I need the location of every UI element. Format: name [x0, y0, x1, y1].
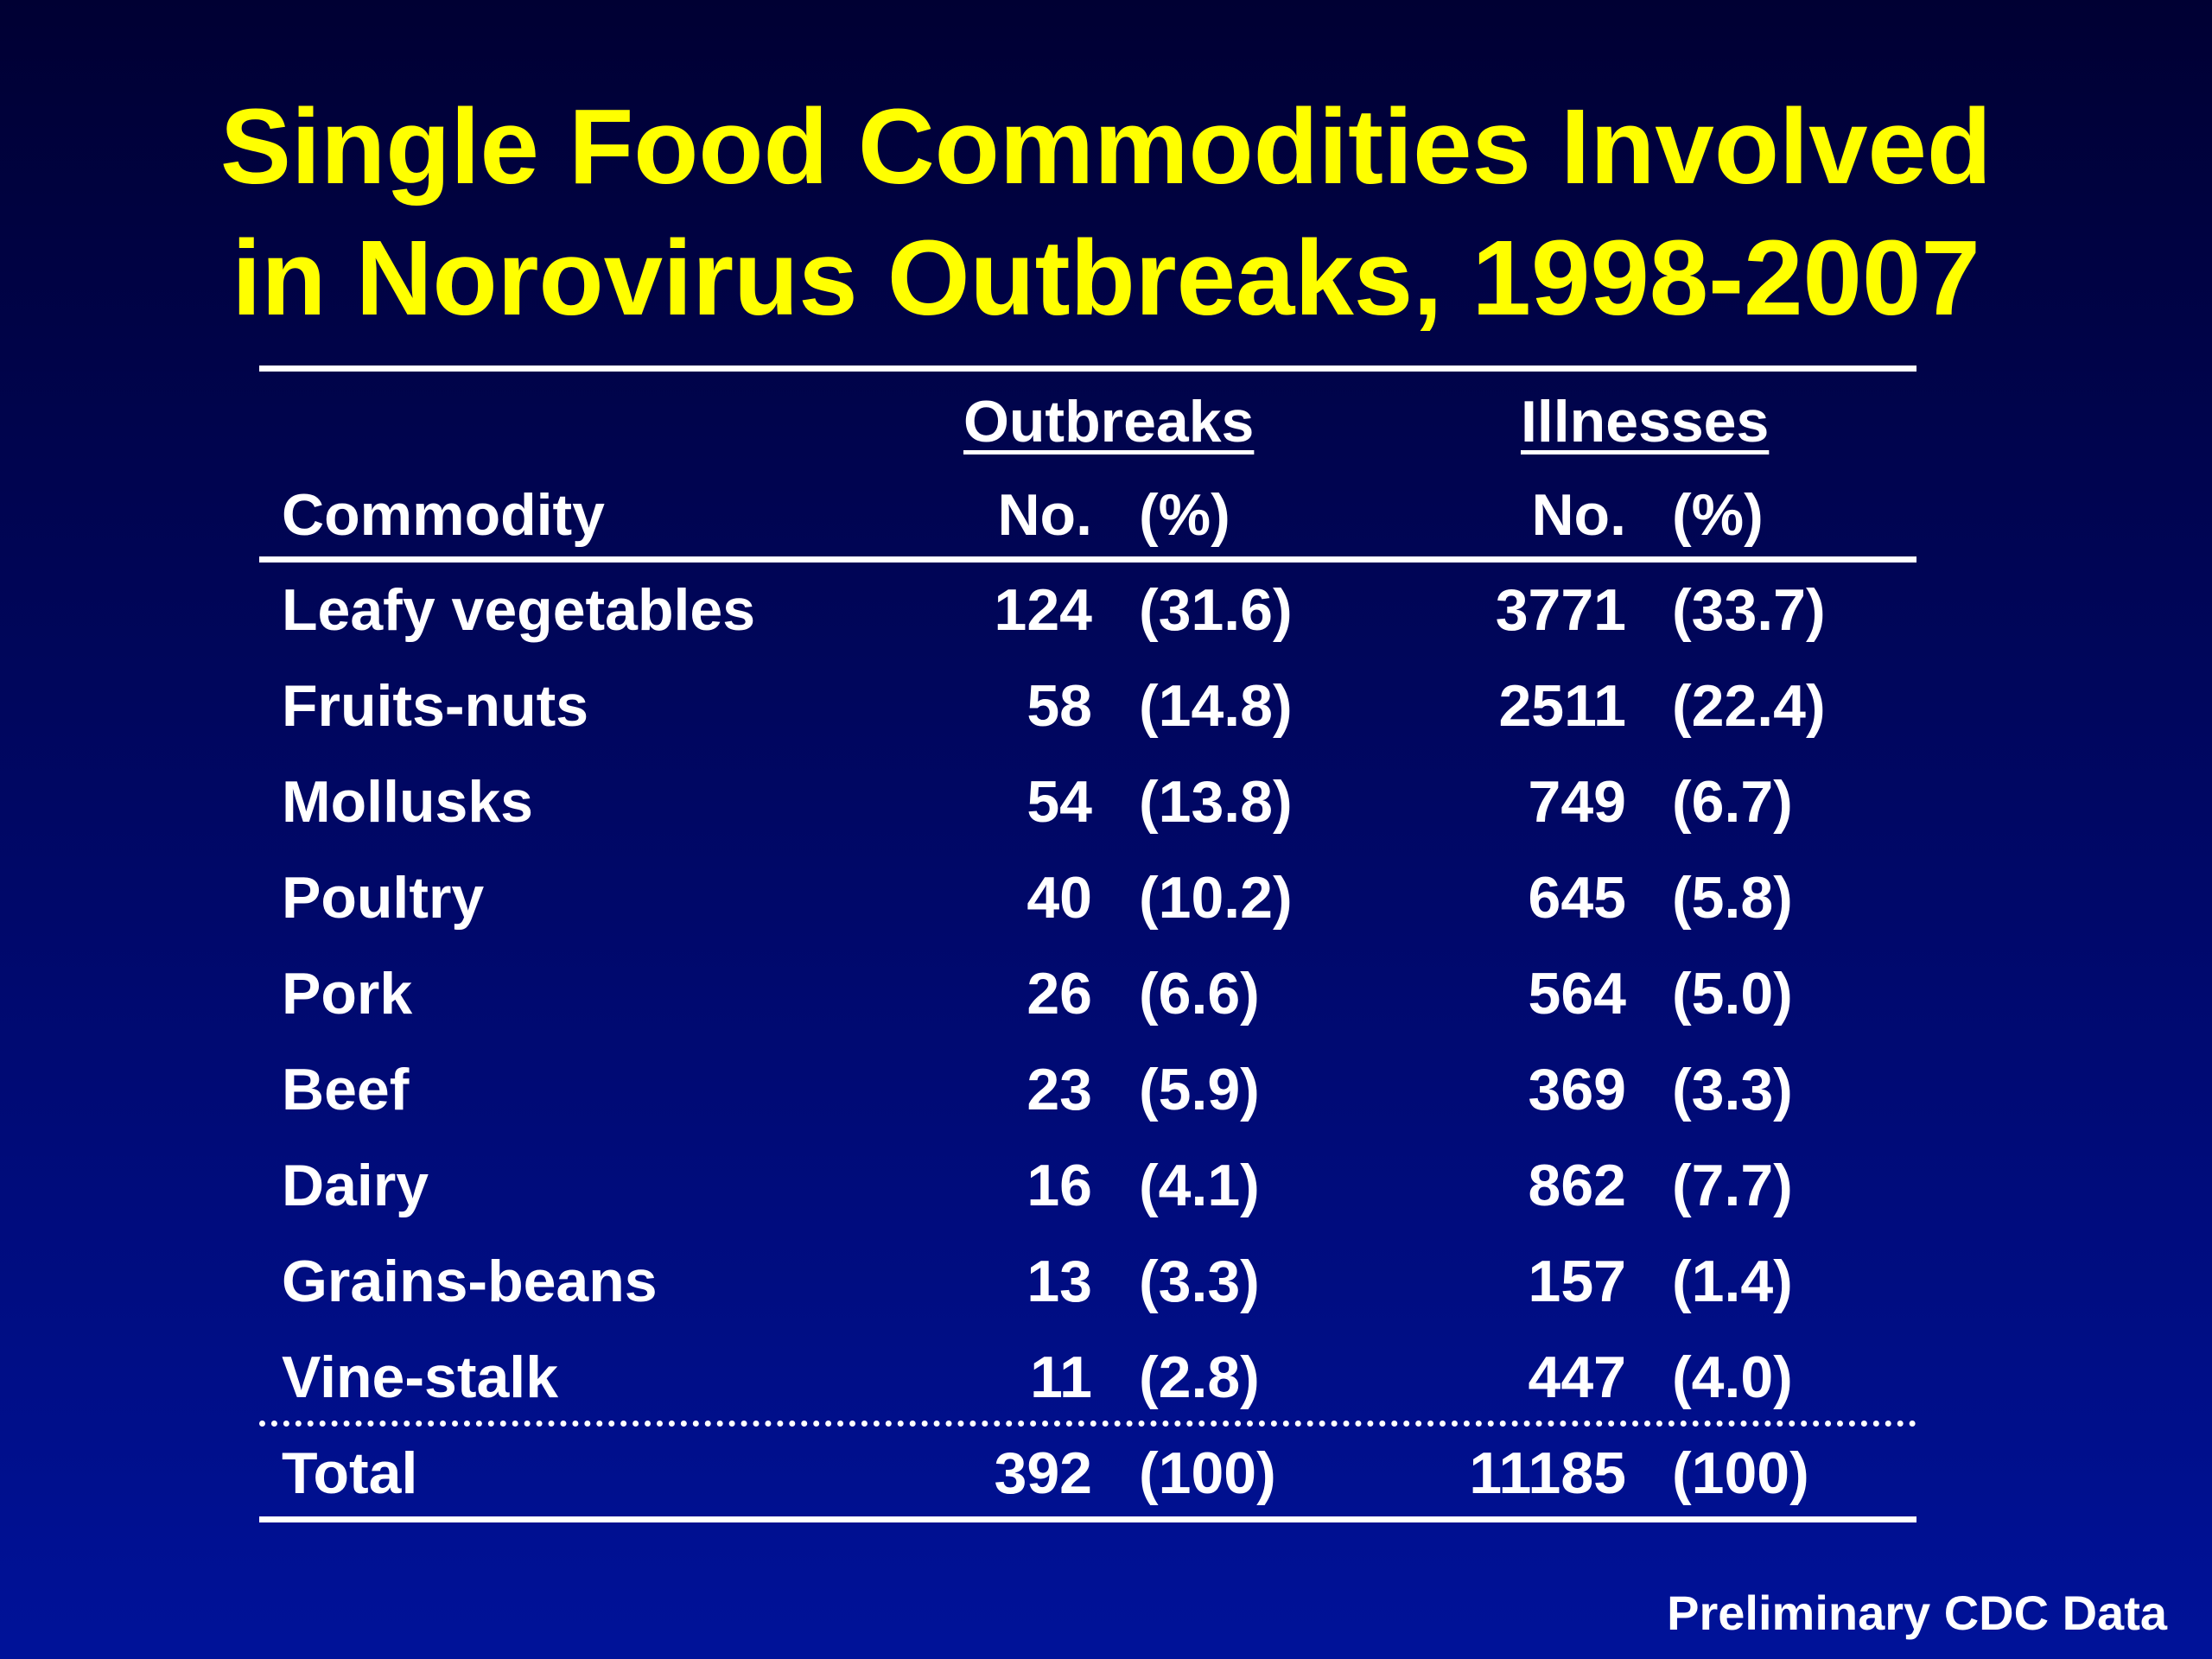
outbreaks-pct-cell: (10.2) [1139, 865, 1293, 931]
illnesses-no-cell: 2511 [1498, 673, 1626, 739]
commodity-cell: Leafy vegetables [282, 577, 756, 643]
total-outbreaks-pct: (100) [1139, 1440, 1276, 1506]
commodity-cell: Vine-stalk [282, 1344, 559, 1410]
commodity-cell: Mollusks [282, 769, 533, 835]
illnesses-no-header: No. [1531, 482, 1626, 548]
illnesses-no-cell: 645 [1528, 865, 1626, 931]
outbreaks-no-cell: 58 [1027, 673, 1092, 739]
outbreaks-no-cell: 26 [1027, 961, 1092, 1027]
commodity-cell: Fruits-nuts [282, 673, 589, 739]
outbreaks-no-cell: 54 [1027, 769, 1092, 835]
outbreaks-group-header: Outbreaks [963, 389, 1255, 454]
outbreaks-pct-cell: (6.6) [1139, 961, 1260, 1027]
table-top-rule [259, 365, 1916, 372]
illnesses-pct-cell: (5.8) [1672, 865, 1793, 931]
outbreaks-pct-header: (%) [1139, 482, 1230, 548]
illnesses-pct-cell: (1.4) [1672, 1249, 1793, 1314]
illnesses-no-cell: 447 [1528, 1344, 1626, 1410]
outbreaks-no-cell: 11 [1030, 1344, 1092, 1410]
commodity-cell: Pork [282, 961, 413, 1027]
illnesses-no-cell: 564 [1528, 961, 1626, 1027]
commodity-cell: Grains-beans [282, 1249, 658, 1314]
header-bottom-rule [259, 556, 1916, 563]
total-separator-rule [259, 1421, 1916, 1427]
commodity-cell: Beef [282, 1057, 410, 1122]
outbreaks-pct-cell: (4.1) [1139, 1153, 1260, 1218]
illnesses-no-cell: 369 [1528, 1057, 1626, 1122]
illnesses-pct-cell: (22.4) [1672, 673, 1826, 739]
illnesses-no-cell: 749 [1528, 769, 1626, 835]
illnesses-pct-cell: (4.0) [1672, 1344, 1793, 1410]
illnesses-pct-cell: (5.0) [1672, 961, 1793, 1027]
illnesses-pct-cell: (3.3) [1672, 1057, 1793, 1122]
total-illnesses-no: 11185 [1469, 1440, 1626, 1506]
source-footnote: Preliminary CDC Data [1667, 1586, 2167, 1640]
total-outbreaks-no: 392 [994, 1440, 1092, 1506]
commodity-cell: Poultry [282, 865, 485, 931]
illnesses-pct-header: (%) [1672, 482, 1764, 548]
slide-title-line-1: Single Food Commodities Involved [219, 88, 1993, 207]
commodity-column-header: Commodity [282, 482, 605, 548]
outbreaks-pct-cell: (13.8) [1139, 769, 1293, 835]
outbreaks-pct-cell: (5.9) [1139, 1057, 1260, 1122]
outbreaks-pct-cell: (3.3) [1139, 1249, 1260, 1314]
outbreaks-no-cell: 124 [994, 577, 1092, 643]
illnesses-no-cell: 862 [1528, 1153, 1626, 1218]
illnesses-no-cell: 157 [1528, 1249, 1626, 1314]
commodity-cell: Dairy [282, 1153, 429, 1218]
total-illnesses-pct: (100) [1672, 1440, 1809, 1506]
outbreaks-no-header: No. [997, 482, 1092, 548]
outbreaks-no-cell: 16 [1027, 1153, 1092, 1218]
outbreaks-no-cell: 13 [1027, 1249, 1092, 1314]
outbreaks-pct-cell: (31.6) [1139, 577, 1293, 643]
outbreaks-pct-cell: (14.8) [1139, 673, 1293, 739]
illnesses-pct-cell: (33.7) [1672, 577, 1826, 643]
total-label: Total [282, 1440, 418, 1506]
illnesses-no-cell: 3771 [1495, 577, 1626, 643]
slide-title: Single Food Commodities Involved in Noro… [0, 82, 2212, 345]
illnesses-pct-cell: (6.7) [1672, 769, 1793, 835]
outbreaks-pct-cell: (2.8) [1139, 1344, 1260, 1410]
outbreaks-no-cell: 40 [1027, 865, 1092, 931]
slide-title-line-2: in Norovirus Outbreaks, 1998-2007 [232, 219, 1980, 338]
outbreaks-no-cell: 23 [1027, 1057, 1092, 1122]
illnesses-group-header: Illnesses [1521, 389, 1770, 454]
table-bottom-rule [259, 1516, 1916, 1522]
illnesses-pct-cell: (7.7) [1672, 1153, 1793, 1218]
